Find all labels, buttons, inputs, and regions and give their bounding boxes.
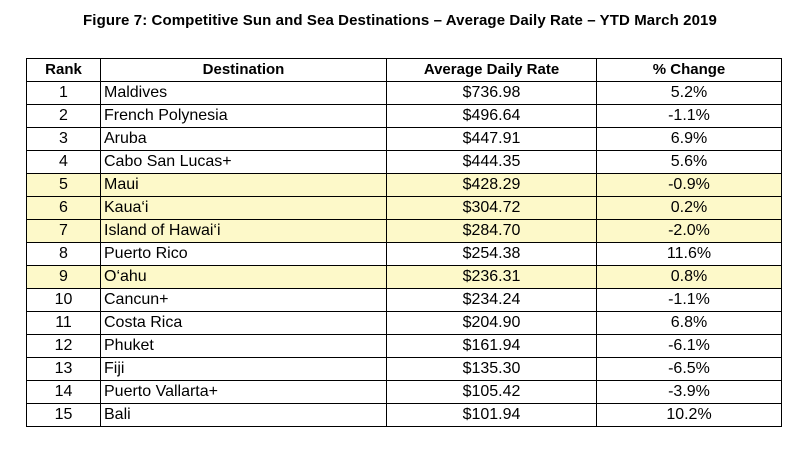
rank-cell: 4 (26, 150, 101, 174)
destination-header: Destination (100, 58, 387, 82)
table-row: 6 Kaua‘i $304.72 0.2% (26, 196, 782, 220)
rank-cell: 8 (26, 242, 101, 266)
destination-cell: Aruba (100, 127, 387, 151)
rank-cell: 15 (26, 403, 101, 427)
percent-change-cell: -2.0% (596, 219, 782, 243)
percent-change-cell: -1.1% (596, 288, 782, 312)
table-row: 11 Costa Rica $204.90 6.8% (26, 311, 782, 335)
percent-change-cell: 0.8% (596, 265, 782, 289)
average-daily-rate-cell: $254.38 (386, 242, 597, 266)
rank-cell: 5 (26, 173, 101, 197)
rank-cell: 3 (26, 127, 101, 151)
table-row: 4 Cabo San Lucas+ $444.35 5.6% (26, 150, 782, 174)
rank-header: Rank (26, 58, 101, 82)
percent-change-cell: -3.9% (596, 380, 782, 404)
destination-cell: Island of Hawai‘i (100, 219, 387, 243)
percent-change-cell: -6.1% (596, 334, 782, 358)
percent-change-cell: -0.9% (596, 173, 782, 197)
average-daily-rate-cell: $161.94 (386, 334, 597, 358)
rank-cell: 6 (26, 196, 101, 220)
table-header-row: Rank Destination Average Daily Rate % Ch… (26, 58, 782, 82)
average-daily-rate-cell: $304.72 (386, 196, 597, 220)
average-daily-rate-cell: $736.98 (386, 81, 597, 105)
destination-cell: Puerto Vallarta+ (100, 380, 387, 404)
percent-change-cell: 5.6% (596, 150, 782, 174)
table-row: 2 French Polynesia $496.64 -1.1% (26, 104, 782, 128)
percent-change-cell: 11.6% (596, 242, 782, 266)
table-row: 12 Phuket $161.94 -6.1% (26, 334, 782, 358)
rank-cell: 14 (26, 380, 101, 404)
destination-cell: Phuket (100, 334, 387, 358)
table-row: 13 Fiji $135.30 -6.5% (26, 357, 782, 381)
table-body: 1 Maldives $736.98 5.2% 2 French Polynesia $49… (26, 81, 782, 427)
average-daily-rate-cell: $444.35 (386, 150, 597, 174)
table-row: 7 Island of Hawai‘i $284.70 -2.0% (26, 219, 782, 243)
percent-change-cell: -1.1% (596, 104, 782, 128)
average-daily-rate-cell: $447.91 (386, 127, 597, 151)
table-row: 3 Aruba $447.91 6.9% (26, 127, 782, 151)
rank-cell: 7 (26, 219, 101, 243)
percent-change-cell: 5.2% (596, 81, 782, 105)
average-daily-rate-cell: $101.94 (386, 403, 597, 427)
table-row: 8 Puerto Rico $254.38 11.6% (26, 242, 782, 266)
percent-change-cell: 6.8% (596, 311, 782, 335)
rank-cell: 11 (26, 311, 101, 335)
destination-cell: Kaua‘i (100, 196, 387, 220)
average-daily-rate-cell: $428.29 (386, 173, 597, 197)
table-row: 14 Puerto Vallarta+ $105.42 -3.9% (26, 380, 782, 404)
percent-change-cell: 6.9% (596, 127, 782, 151)
destination-cell: Fiji (100, 357, 387, 381)
average-daily-rate-cell: $284.70 (386, 219, 597, 243)
percent-change-cell: -6.5% (596, 357, 782, 381)
average-daily-rate-cell: $496.64 (386, 104, 597, 128)
destination-cell: Cancun+ (100, 288, 387, 312)
rank-cell: 12 (26, 334, 101, 358)
average-daily-rate-cell: $234.24 (386, 288, 597, 312)
table-row: 15 Bali $101.94 10.2% (26, 403, 782, 427)
rank-cell: 1 (26, 81, 101, 105)
rank-cell: 13 (26, 357, 101, 381)
destination-cell: Costa Rica (100, 311, 387, 335)
destination-cell: Cabo San Lucas+ (100, 150, 387, 174)
percent-change-cell: 10.2% (596, 403, 782, 427)
average-daily-rate-cell: $204.90 (386, 311, 597, 335)
table-row: 9 O‘ahu $236.31 0.8% (26, 265, 782, 289)
adr-table: Rank Destination Average Daily Rate % Ch… (26, 58, 782, 427)
rank-cell: 9 (26, 265, 101, 289)
table-row: 10 Cancun+ $234.24 -1.1% (26, 288, 782, 312)
destination-cell: O‘ahu (100, 265, 387, 289)
percent-change-cell: 0.2% (596, 196, 782, 220)
destination-cell: Maui (100, 173, 387, 197)
destination-cell: Puerto Rico (100, 242, 387, 266)
destination-cell: Maldives (100, 81, 387, 105)
table-row: 1 Maldives $736.98 5.2% (26, 81, 782, 105)
destination-cell: Bali (100, 403, 387, 427)
average-daily-rate-cell: $135.30 (386, 357, 597, 381)
average-daily-rate-cell: $236.31 (386, 265, 597, 289)
destination-cell: French Polynesia (100, 104, 387, 128)
figure-title: Figure 7: Competitive Sun and Sea Destin… (83, 12, 717, 29)
percent-change-header: % Change (596, 58, 782, 82)
table-row: 5 Maui $428.29 -0.9% (26, 173, 782, 197)
average-daily-rate-cell: $105.42 (386, 380, 597, 404)
rank-cell: 2 (26, 104, 101, 128)
average-daily-rate-header: Average Daily Rate (386, 58, 597, 82)
rank-cell: 10 (26, 288, 101, 312)
